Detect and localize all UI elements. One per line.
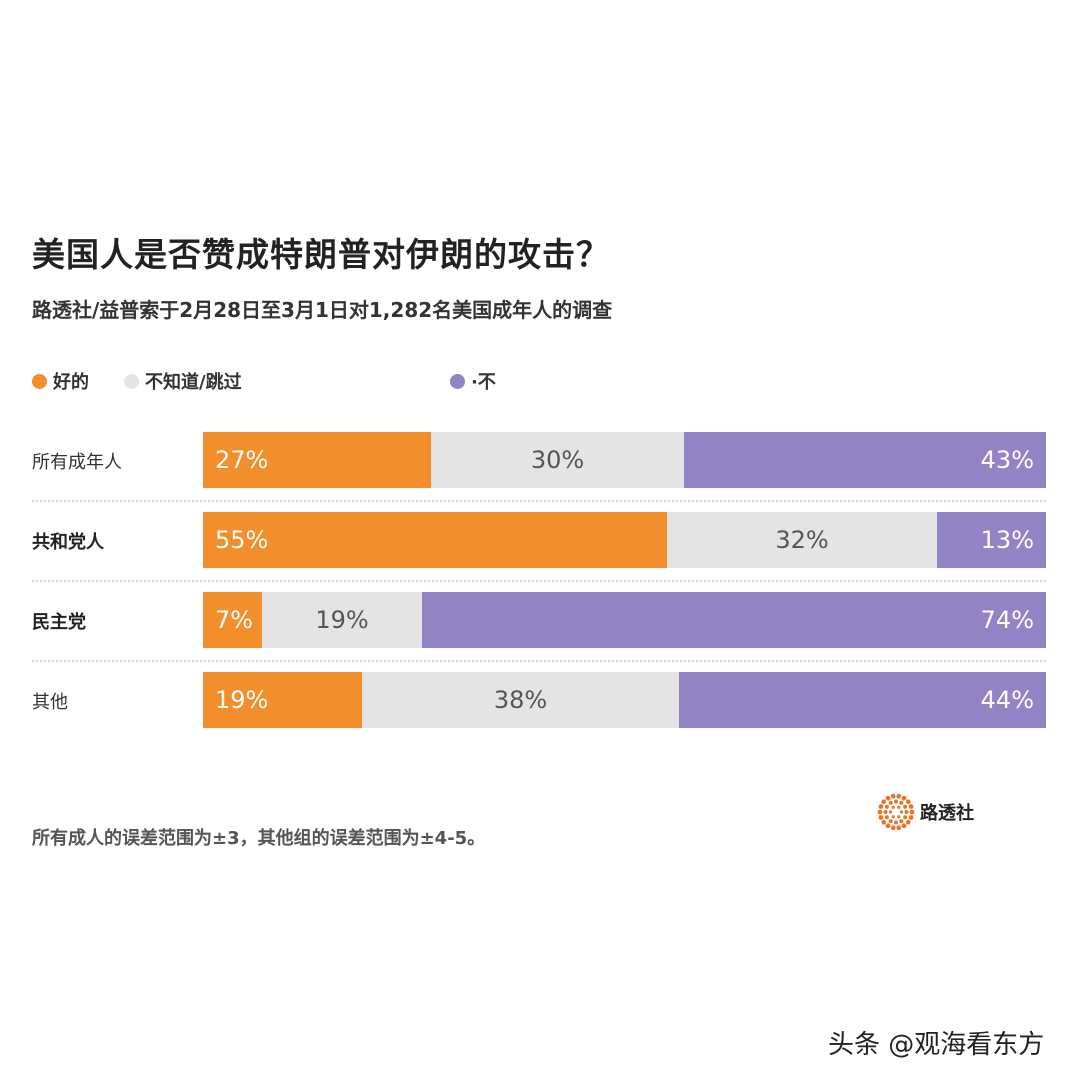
legend-label-unsure: 不知道/跳过 [145,372,242,393]
data-label-unsure-2: 19% [315,606,369,634]
data-label-yes-3: 19% [215,686,269,714]
watermark: 头条 @观海看东方 [828,1030,1045,1060]
legend-label-no: ·不 [471,372,496,393]
legend: 好的 不知道/跳过 ·不 [32,368,732,394]
data-label-unsure-1: 32% [775,526,829,554]
legend-label-yes: 好的 [53,372,89,393]
data-label-no-1: 13% [980,526,1034,554]
row-label-2: 民主党 [32,612,86,633]
bar-unsure-0 [431,432,684,488]
legend-swatch-no [450,373,465,389]
row-label-0: 所有成年人 [32,452,122,473]
bar-yes-3 [203,672,362,728]
reuters-logo-text: 路透社 [920,803,974,824]
bar-no-2 [422,592,1046,648]
footnote: 所有成人的误差范围为±3，其他组的误差范围为±4-5。 [32,828,486,849]
data-label-yes-2: 7% [215,606,254,634]
bar-unsure-1 [667,512,937,568]
data-label-yes-0: 27% [215,446,269,474]
bar-unsure-3 [362,672,679,728]
row-label-3: 其他 [32,692,68,713]
row-separator-2 [32,660,1046,662]
bar-no-0 [684,432,1046,488]
chart-title: 美国人是否赞成特朗普对伊朗的攻击？ [32,235,610,274]
bar-no-3 [679,672,1046,728]
legend-swatch-yes [32,373,47,389]
data-label-unsure-0: 30% [530,446,585,474]
legend-item-unsure: 不知道/跳过 [124,368,242,394]
data-label-no-3: 44% [980,686,1034,714]
row-separator-0 [32,500,1046,502]
bar-yes-2 [203,592,262,648]
chart-subtitle: 路透社/益普索于2月28日至3月1日对1,282名美国成年人的调查 [32,298,613,322]
reuters-logo-icon [877,793,915,831]
data-label-no-2: 74% [980,606,1034,634]
bar-yes-1 [203,512,667,568]
legend-swatch-unsure [124,373,139,389]
data-label-unsure-3: 38% [493,686,548,714]
row-separator-1 [32,580,1046,582]
data-label-no-0: 43% [980,446,1034,474]
data-label-yes-1: 55% [215,526,269,554]
bar-yes-0 [203,432,431,488]
legend-item-yes: 好的 [32,368,89,394]
bar-unsure-2 [262,592,422,648]
reuters-logo: 路透社 [876,792,974,832]
legend-item-no: ·不 [450,368,496,394]
row-label-1: 共和党人 [32,532,104,553]
bar-no-1 [937,512,1046,568]
